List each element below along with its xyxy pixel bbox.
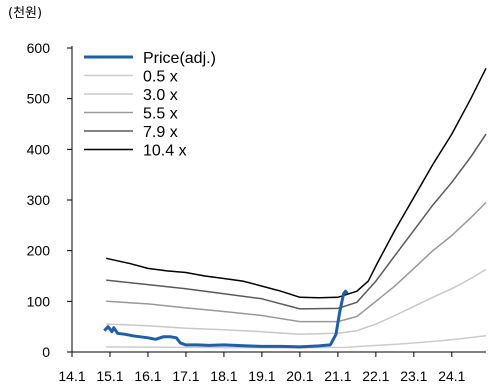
series-layer xyxy=(103,67,487,349)
x-tick-label: 24.1 xyxy=(438,368,465,384)
series-line-0-5-x xyxy=(106,335,487,349)
series-line-3-0-x xyxy=(106,268,487,336)
x-tick-label: 19.1 xyxy=(248,368,275,384)
y-tick-label: 0 xyxy=(42,344,50,360)
x-tick-label: 14.1 xyxy=(58,368,85,384)
x-tick-label: 17.1 xyxy=(172,368,199,384)
x-tick-label: 15.1 xyxy=(96,368,123,384)
legend-label: 0.5 x xyxy=(143,69,178,86)
y-tick-label: 200 xyxy=(27,243,51,259)
legend-label: 10.4 x xyxy=(143,143,187,160)
y-tick-label: 300 xyxy=(27,192,51,208)
x-tick-label: 16.1 xyxy=(134,368,161,384)
axes-layer: 0 100 200 300 400 500 600 14.1 15.1 16.1 17.1 18.1 1… xyxy=(27,40,486,384)
legend-label: Price(adj.) xyxy=(143,50,216,67)
series-line-price-adj xyxy=(103,289,349,349)
legend-label: 3.0 x xyxy=(143,87,178,104)
legend-label: 5.5 x xyxy=(143,106,178,123)
x-tick-label: 22.1 xyxy=(362,368,389,384)
series-line-5-5-x xyxy=(106,201,487,323)
x-tick-label: 21.1 xyxy=(324,368,351,384)
legend: Price(adj.) 0.5 x3.0 x 5.5 x7.9 x 10.4 x xyxy=(84,50,216,160)
y-tick-label: 600 xyxy=(27,40,51,56)
y-tick-label: 100 xyxy=(27,293,51,309)
x-tick-label: 18.1 xyxy=(210,368,237,384)
x-tick-label: 23.1 xyxy=(400,368,427,384)
y-tick-label: 400 xyxy=(27,141,51,157)
x-tick-label: 20.1 xyxy=(286,368,313,384)
series-line-10-4-x xyxy=(106,67,487,299)
y-tick-label: 500 xyxy=(27,91,51,107)
unit-label: (천원) xyxy=(8,6,42,21)
series-line-7-9-x xyxy=(106,133,487,310)
legend-label: 7.9 x xyxy=(143,124,178,141)
